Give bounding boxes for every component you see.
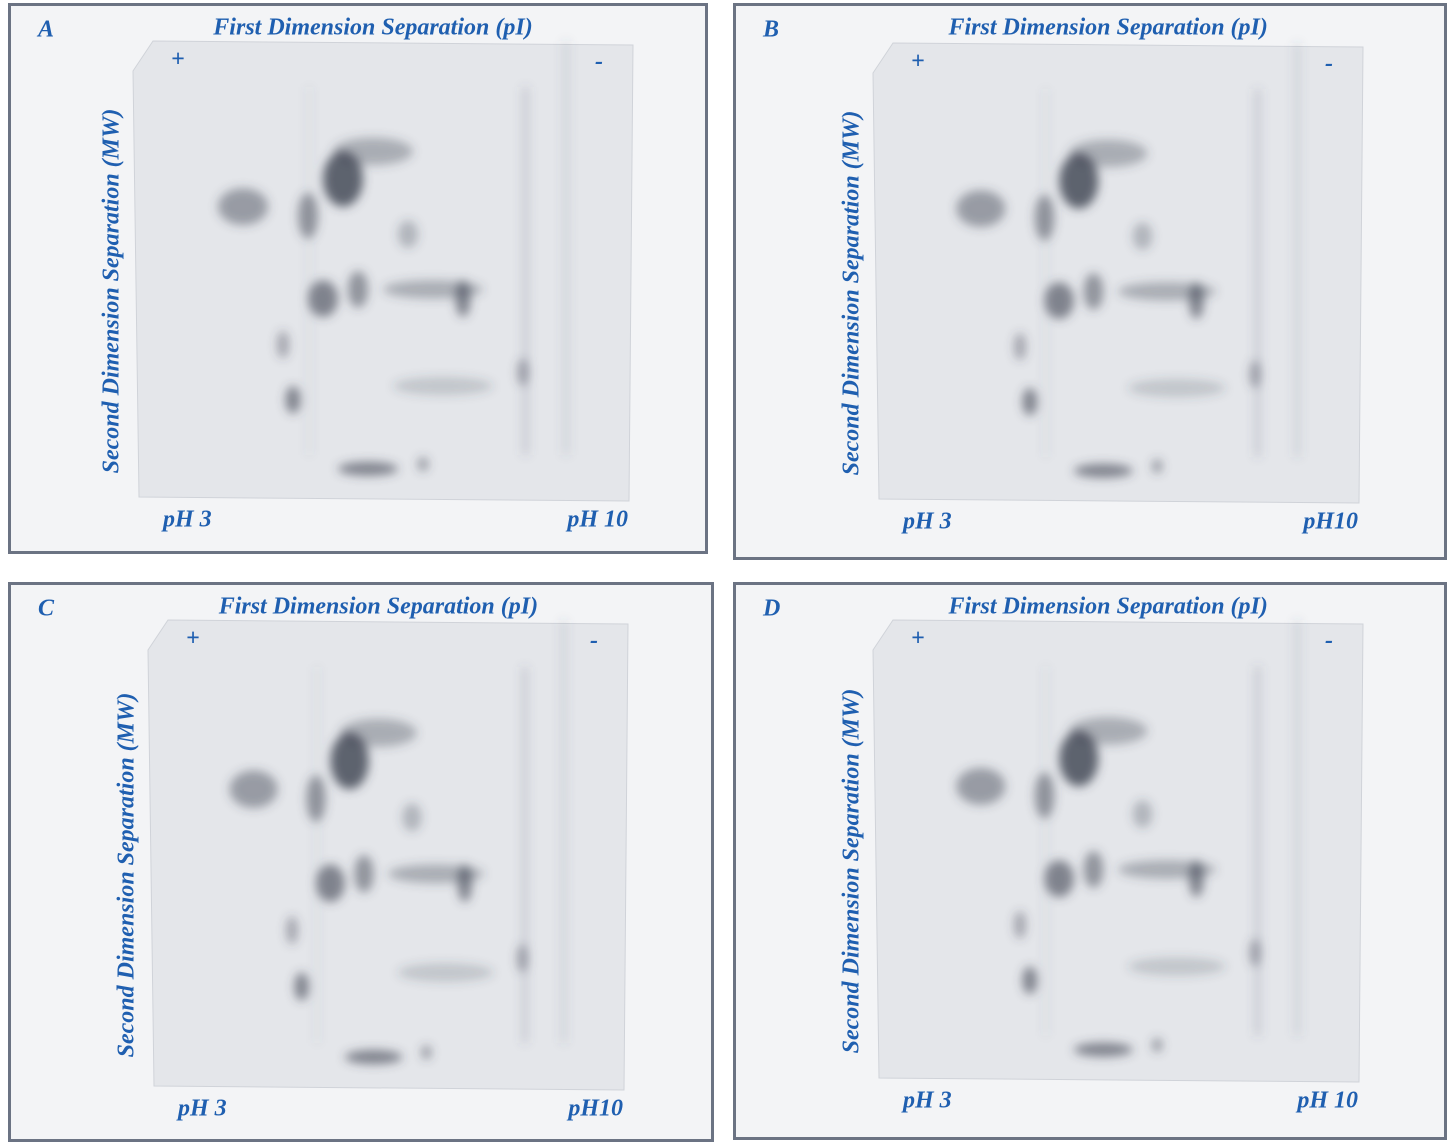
protein-spot [1014,333,1026,361]
protein-spot [398,963,494,982]
protein-spot [348,271,368,308]
ph-left-label: pH 3 [176,1096,227,1122]
protein-spot [956,190,1005,227]
protein-spot [1069,717,1147,745]
gel-panel: D First Dimension Separation (pI) + - Second… [733,582,1447,1140]
protein-spot [218,188,268,225]
protein-spot [308,280,338,317]
plus-sign: + [911,49,925,75]
protein-spot [1152,459,1162,473]
protein-spot [422,1045,432,1059]
protein-spot [345,1050,403,1064]
ph-left-label: pH 3 [161,507,212,533]
protein-spot [286,916,298,944]
protein-spot [456,280,471,317]
minus-sign: - [595,49,603,75]
plus-sign: + [911,626,925,652]
gel-streak [563,41,569,455]
minus-sign: - [1325,628,1333,654]
minus-sign: - [1325,51,1333,77]
gel-streak [308,87,311,455]
protein-spot [1045,282,1074,319]
protein-spot [1074,464,1133,478]
protein-spot [1084,273,1104,310]
gel-streak [1294,43,1300,457]
plus-sign: + [186,626,200,652]
protein-spot [1069,140,1147,168]
gel-streak [1255,89,1260,457]
gel [873,43,1363,503]
y-axis-title: Second Dimension Separation (MW) [839,111,865,476]
ph-left-label: pH 3 [901,509,952,535]
protein-spot [230,770,278,808]
panel-letter: B [762,17,779,43]
gel [133,41,633,501]
plus-sign: + [171,47,185,73]
protein-spot [1189,860,1204,897]
protein-spot [1128,379,1226,397]
gel [873,620,1363,1082]
ph-right-label: pH10 [1301,509,1358,535]
panel-letter: C [38,596,55,622]
protein-spot [956,768,1005,805]
protein-spot [1084,851,1104,888]
ph-right-label: pH 10 [565,507,628,533]
gel-panel: A First Dimension Separation (pI) + - Second… [8,3,708,554]
ph-left-label: pH 3 [901,1088,952,1114]
page: A First Dimension Separation (pI) + - Second… [0,0,1455,1144]
x-axis-title: First Dimension Separation (pI) [947,15,1267,41]
protein-spot [338,462,398,476]
protein-spot [458,864,472,902]
gel-streak [316,667,318,1043]
y-axis-title: Second Dimension Separation (MW) [99,109,125,474]
ph-right-label: pH 10 [1295,1088,1358,1114]
protein-spot [402,803,421,831]
protein-spot [1074,1043,1133,1057]
gel-streak [561,620,567,1043]
protein-spot [1189,282,1204,319]
panel-letter: A [36,17,54,43]
x-axis-title: First Dimension Separation (pI) [218,594,538,620]
protein-spot [398,220,418,248]
x-axis-title: First Dimension Separation (pI) [947,594,1267,620]
y-axis-title: Second Dimension Separation (MW) [114,693,140,1058]
gel-streak [1045,666,1047,1036]
protein-spot [1152,1038,1162,1052]
gel-streak [1294,620,1300,1036]
protein-spot [294,973,308,1001]
protein-spot [354,855,373,893]
protein-spot [1133,222,1153,250]
protein-spot [333,138,413,166]
protein-spot [393,377,493,395]
protein-spot [286,386,301,414]
protein-spot [1045,860,1074,897]
minus-sign: - [590,628,598,654]
protein-spot [277,331,289,359]
protein-spot [1128,957,1226,975]
gel-panel: C First Dimension Separation (pI) + - Second… [8,582,714,1142]
x-axis-title: First Dimension Separation (pI) [212,15,532,41]
gel-streak [1045,89,1047,457]
protein-spot [1022,967,1037,995]
gel [148,620,628,1090]
y-axis-title: Second Dimension Separation (MW) [839,689,865,1054]
gel-panel: B First Dimension Separation (pI) + - Second… [733,3,1447,560]
protein-spot [1133,800,1153,828]
protein-spot [340,719,417,747]
gel-streak [1255,666,1260,1036]
ph-right-label: pH10 [566,1096,623,1122]
protein-spot [1022,388,1037,416]
gel-streak [523,87,528,455]
gel-streak [522,667,527,1043]
protein-spot [316,864,345,902]
protein-spot [1014,911,1026,939]
protein-spot [418,457,428,471]
panel-letter: D [762,596,780,622]
